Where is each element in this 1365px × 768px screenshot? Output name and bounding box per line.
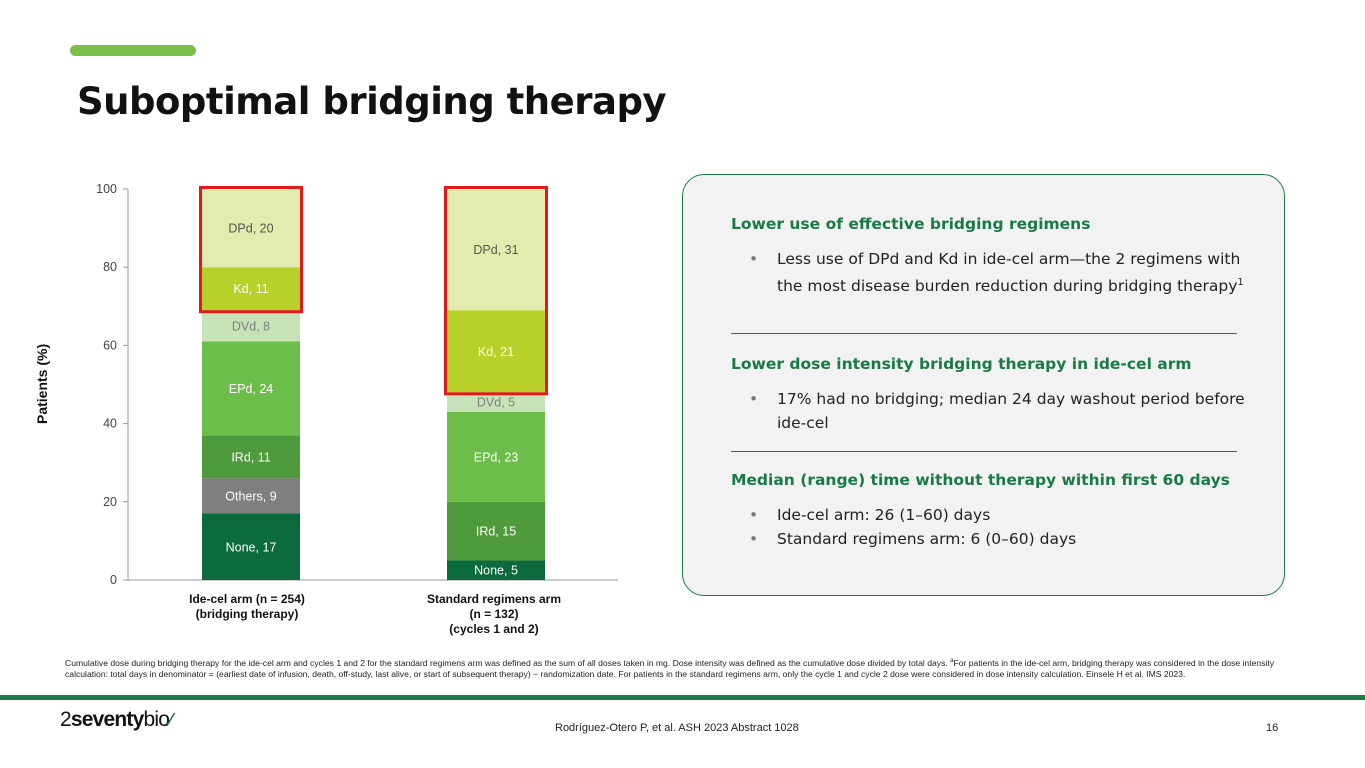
bullet-icon: • [749, 530, 759, 548]
x-tick-label-line: (n = 132) [469, 607, 519, 621]
footer-rule [0, 695, 1365, 700]
data-label-none: None, 5 [474, 564, 518, 578]
y-tick-label: 60 [103, 338, 117, 352]
y-axis-label: Patients (%) [34, 343, 50, 424]
logo-prefix: 2 [60, 708, 72, 731]
data-label-dvd: DVd, 5 [477, 396, 515, 410]
y-tick-label: 0 [110, 573, 117, 587]
data-label-none: None, 17 [226, 540, 277, 554]
footnote-text: Cumulative dose during bridging therapy … [65, 657, 951, 668]
x-tick-label-line: (cycles 1 and 2) [449, 622, 539, 636]
bar-segment-dvd [447, 392, 545, 412]
bullet-text: Less use of DPd and Kd in ide-cel arm—th… [777, 250, 1241, 296]
bullet-item: • 17% had no bridging; median 24 day wash… [731, 387, 1261, 435]
y-tick-label: 80 [103, 260, 117, 274]
highlight-box [199, 186, 303, 314]
bullet-icon: • [749, 390, 759, 408]
bullet-text: 17% had no bridging; median 24 day washo… [777, 390, 1245, 432]
section-time-without-therapy: Median (range) time without therapy with… [731, 471, 1261, 551]
stacked-bar-chart: 0 20 40 60 80 100 None, 17 Others, 9 IRd, 11 EPd,… [96, 182, 618, 587]
data-label-ird: IRd, 11 [231, 450, 270, 464]
bar-segment-epd [447, 411, 545, 502]
bar-segment-none [202, 513, 300, 580]
bar-segment-dvd [202, 310, 300, 342]
section-divider [731, 451, 1237, 452]
section-dose-intensity: Lower dose intensity bridging therapy in… [731, 355, 1261, 435]
bullet-icon: • [749, 506, 759, 524]
bar-segment-ird [202, 435, 300, 479]
bullet-icon: • [749, 250, 759, 268]
bar-segment-dpd [202, 189, 300, 268]
bullet-text: Ide-cel arm: 26 (1–60) days [777, 506, 991, 524]
section-heading: Lower dose intensity bridging therapy in… [731, 355, 1192, 373]
bar-segment-dpd [447, 189, 545, 311]
logo-mark-icon: ⁄ [169, 710, 172, 730]
section-divider [731, 333, 1237, 334]
findings-panel: Lower use of effective bridging regimens… [682, 174, 1285, 596]
data-label-epd: EPd, 23 [474, 450, 519, 464]
data-label-epd: EPd, 24 [229, 382, 274, 396]
y-tick-label: 100 [96, 182, 117, 196]
footnote-ref: 1 [1237, 277, 1244, 288]
page-title: Suboptimal bridging therapy [77, 80, 667, 123]
x-tick-label-line: Standard regimens arm [426, 592, 562, 606]
bullet-list: • Ide-cel arm: 26 (1–60) days • Standard r… [731, 503, 1261, 551]
bar-segment-none [447, 560, 545, 580]
bullet-item: • Ide-cel arm: 26 (1–60) days [731, 503, 1261, 527]
section-effective-regimens: Lower use of effective bridging regimens… [731, 215, 1261, 298]
bullet-list: • 17% had no bridging; median 24 day wash… [731, 387, 1261, 435]
page-number: 16 [1266, 722, 1279, 734]
data-label-dpd: DPd, 20 [228, 222, 273, 236]
y-tick-label: 40 [103, 417, 117, 431]
bullet-text: Standard regimens arm: 6 (0–60) days [777, 530, 1077, 548]
bar-segment-others [202, 478, 300, 514]
section-heading: Median (range) time without therapy with… [731, 471, 1230, 489]
x-tick-label-line: Ide-cel arm (n = 254) [189, 592, 305, 606]
data-label-kd: Kd, 21 [478, 345, 514, 359]
y-tick-label: 20 [103, 495, 117, 509]
logo-bold: seventy [70, 708, 144, 731]
footnote-text: For patients in the ide-cel arm, bridgin… [65, 657, 1275, 680]
title-accent-bar [70, 45, 196, 56]
bar-segment-kd [447, 310, 545, 393]
section-heading: Lower use of effective bridging regimens [731, 215, 1091, 233]
x-tick-label-line: (bridging therapy) [195, 607, 299, 621]
data-label-dpd: DPd, 31 [473, 243, 518, 257]
data-label-dvd: DVd, 8 [232, 319, 270, 333]
bullet-item: • Standard regimens arm: 6 (0–60) days [731, 527, 1261, 551]
bar-segment-ird [447, 501, 545, 561]
logo-suffix: bio [143, 708, 170, 731]
data-label-kd: Kd, 11 [233, 282, 268, 296]
data-label-ird: IRd, 15 [476, 525, 516, 539]
bar-segment-epd [202, 341, 300, 436]
x-category-label-standard: Standard regimens arm (n = 132) (cycles 1 … [394, 592, 594, 637]
bullet-item: • Less use of DPd and Kd in ide-cel arm—t… [731, 247, 1261, 298]
bar-segment-kd [202, 267, 300, 311]
x-category-label-ide-cel: Ide-cel arm (n = 254) (bridging therapy) [147, 592, 347, 622]
data-label-others: Others, 9 [225, 489, 276, 503]
footnote-marker: a [950, 658, 954, 664]
footnote: Cumulative dose during bridging therapy … [65, 656, 1275, 681]
bullet-list: • Less use of DPd and Kd in ide-cel arm—t… [731, 247, 1261, 298]
company-logo: 2seventybio⁄ [60, 708, 172, 738]
highlight-box [444, 186, 548, 396]
citation: Rodríguez-Otero P, et al. ASH 2023 Abstr… [555, 722, 799, 734]
